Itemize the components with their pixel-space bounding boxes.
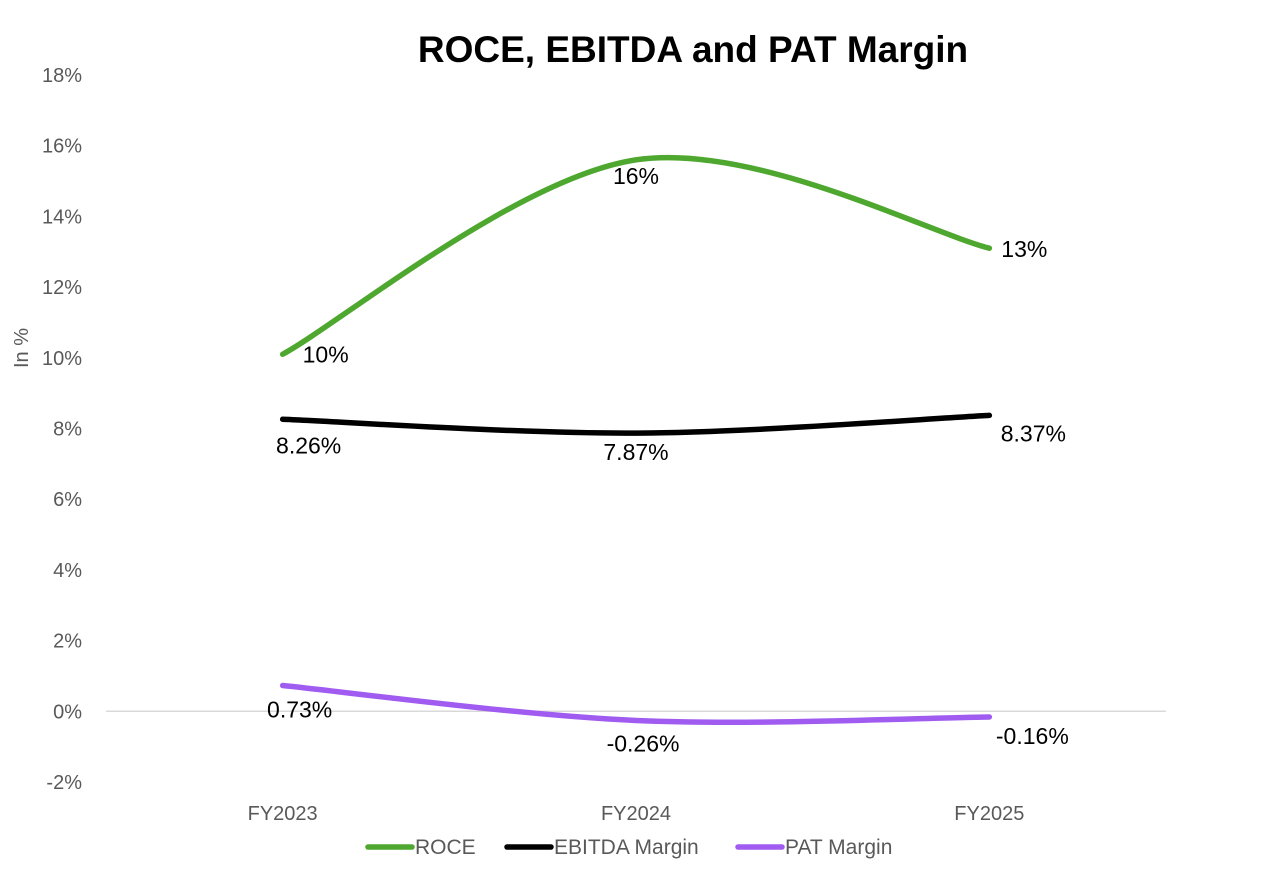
- data-label-pat-margin: -0.16%: [996, 723, 1069, 749]
- data-labels: 10% 16% 13% 8.26% 7.87% 8.37% 0.73% -0.26% -0.16…: [267, 163, 1069, 757]
- series-lines: [279, 154, 993, 725]
- legend-label-pat-margin: PAT Margin: [785, 836, 892, 859]
- data-label-roce: 16%: [613, 163, 659, 189]
- legend-label-ebitda-margin: EBITDA Margin: [554, 836, 699, 859]
- chart-title: ROCE, EBITDA and PAT Margin: [418, 29, 968, 70]
- y-tick-label: 4%: [53, 560, 82, 582]
- x-tick-label: FY2025: [954, 803, 1024, 825]
- data-label-ebitda-margin: 7.87%: [603, 439, 668, 465]
- y-tick-label: 10%: [42, 348, 82, 370]
- series-line-pat-margin: [279, 682, 993, 725]
- series-line-ebitda-margin: [279, 412, 993, 436]
- x-axis-ticks: FY2023 FY2024 FY2025: [248, 803, 1025, 825]
- y-axis-label: In %: [11, 328, 33, 368]
- y-tick-label: 18%: [42, 65, 82, 87]
- y-tick-label: 2%: [53, 631, 82, 653]
- y-tick-label: -2%: [46, 772, 82, 794]
- y-tick-label: 6%: [53, 489, 82, 511]
- y-tick-label: 14%: [42, 206, 82, 228]
- y-tick-label: 0%: [53, 701, 82, 723]
- legend: ROCE EBITDA Margin PAT Margin: [365, 836, 892, 859]
- y-tick-label: 12%: [42, 277, 82, 299]
- data-label-roce: 10%: [303, 341, 349, 367]
- x-tick-label: FY2024: [601, 803, 671, 825]
- y-tick-label: 8%: [53, 419, 82, 441]
- y-tick-label: 16%: [42, 136, 82, 158]
- data-label-pat-margin: -0.26%: [607, 730, 680, 756]
- legend-label-roce: ROCE: [415, 836, 476, 859]
- data-label-roce: 13%: [1001, 236, 1047, 262]
- data-label-ebitda-margin: 8.37%: [1001, 420, 1066, 446]
- series-line-roce: [279, 154, 993, 358]
- x-tick-label: FY2023: [248, 803, 318, 825]
- data-label-pat-margin: 0.73%: [267, 696, 332, 722]
- y-axis-ticks: -2% 0% 2% 4% 6% 8% 10% 12% 14% 16% 18%: [42, 65, 82, 794]
- data-label-ebitda-margin: 8.26%: [276, 432, 341, 458]
